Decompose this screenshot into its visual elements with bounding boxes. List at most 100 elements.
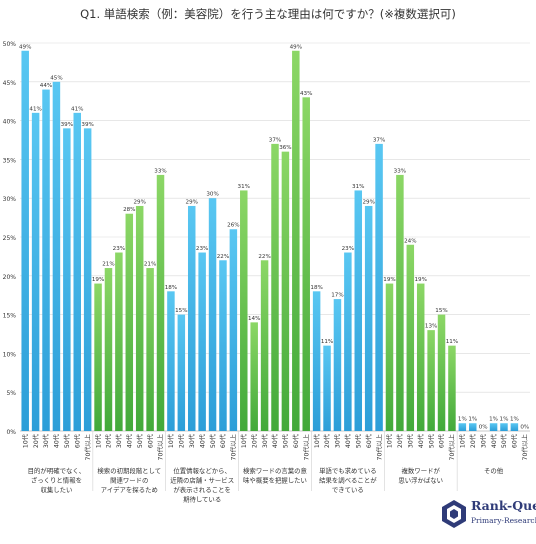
data-label: 29% bbox=[186, 199, 198, 205]
data-label: 29% bbox=[133, 199, 145, 205]
group-label: 位置情報などから、 bbox=[173, 466, 231, 475]
bar bbox=[312, 291, 321, 431]
y-tick-label: 45% bbox=[3, 80, 17, 87]
x-tick-label: 60代 bbox=[292, 433, 300, 448]
y-tick-label: 5% bbox=[6, 390, 16, 397]
bar bbox=[219, 260, 227, 431]
data-label: 11% bbox=[321, 339, 333, 345]
bar bbox=[302, 97, 310, 431]
bar bbox=[229, 229, 238, 431]
x-tick-label: 40代 bbox=[198, 433, 206, 448]
bar bbox=[500, 423, 508, 431]
data-label: 0% bbox=[520, 425, 529, 431]
group-label: 単語でも求めている bbox=[319, 466, 377, 475]
x-tick-label: 60代 bbox=[73, 433, 81, 448]
x-tick-label: 20代 bbox=[323, 433, 331, 448]
data-label: 23% bbox=[196, 246, 208, 252]
group-label: 期待している bbox=[183, 495, 221, 504]
x-tick-label: 20代 bbox=[396, 433, 404, 448]
x-tick-label: 70代以上 bbox=[521, 434, 529, 460]
x-tick-label: 40代 bbox=[271, 433, 279, 448]
group-label: 味や概要を把握したい bbox=[243, 476, 307, 485]
y-tick-label: 50% bbox=[3, 41, 17, 48]
x-tick-label: 40代 bbox=[125, 433, 133, 448]
x-tick-label: 20代 bbox=[178, 433, 186, 448]
bar bbox=[198, 252, 206, 431]
data-label: 39% bbox=[61, 122, 73, 128]
data-label: 39% bbox=[81, 122, 93, 128]
bar bbox=[115, 252, 123, 431]
x-tick-label: 50代 bbox=[136, 433, 144, 448]
x-tick-label: 40代 bbox=[53, 433, 61, 448]
bar bbox=[146, 268, 154, 431]
data-label: 21% bbox=[102, 262, 114, 268]
data-label: 29% bbox=[362, 199, 374, 205]
bar bbox=[427, 330, 435, 431]
bar bbox=[42, 89, 50, 431]
bar bbox=[156, 174, 165, 432]
data-label: 45% bbox=[50, 75, 62, 81]
x-tick-label: 30代 bbox=[188, 433, 196, 448]
x-tick-label: 70代以上 bbox=[302, 434, 310, 460]
x-tick-label: 50代 bbox=[427, 433, 435, 448]
bar bbox=[489, 423, 498, 431]
bar bbox=[510, 423, 519, 431]
x-tick-label: 70代以上 bbox=[157, 434, 165, 460]
bar bbox=[271, 143, 279, 431]
group-label: 検索ワードの言葉の意 bbox=[243, 466, 307, 475]
x-tick-label: 30代 bbox=[479, 433, 487, 448]
y-tick-label: 10% bbox=[3, 351, 17, 358]
x-tick-label: 50代 bbox=[209, 433, 217, 448]
x-tick-label: 40代 bbox=[417, 433, 425, 448]
data-label: 49% bbox=[19, 44, 31, 50]
x-tick-label: 40代 bbox=[344, 433, 352, 448]
data-label: 44% bbox=[40, 83, 52, 89]
x-tick-label: 20代 bbox=[469, 433, 477, 448]
bar bbox=[63, 128, 71, 432]
data-label: 43% bbox=[300, 91, 312, 97]
x-tick-label: 60代 bbox=[365, 433, 373, 448]
x-tick-label: 70代以上 bbox=[375, 434, 383, 460]
bar bbox=[73, 112, 81, 431]
data-label: 30% bbox=[206, 192, 218, 198]
bar bbox=[333, 299, 342, 431]
data-label: 23% bbox=[342, 246, 354, 252]
data-label: 23% bbox=[113, 246, 125, 252]
bar bbox=[260, 260, 269, 431]
bar bbox=[323, 345, 331, 431]
logo-brand-text: Rank-Quest bbox=[471, 498, 536, 513]
data-label: 15% bbox=[435, 308, 447, 314]
x-tick-label: 10代 bbox=[21, 433, 29, 448]
data-label: 11% bbox=[446, 339, 458, 345]
group-label: できている bbox=[332, 486, 364, 494]
group-label: ざっくりと情報を bbox=[31, 476, 82, 485]
bar bbox=[354, 190, 363, 431]
data-label: 1% bbox=[510, 417, 519, 423]
bar bbox=[104, 268, 113, 431]
data-label: 24% bbox=[404, 238, 416, 244]
data-label: 15% bbox=[175, 308, 187, 314]
x-tick-label: 60代 bbox=[511, 433, 519, 448]
x-tick-label: 40代 bbox=[490, 433, 498, 448]
data-label: 13% bbox=[425, 324, 437, 330]
data-label: 31% bbox=[238, 184, 250, 190]
x-tick-label: 10代 bbox=[94, 433, 102, 448]
data-label: 36% bbox=[279, 145, 291, 151]
data-label: 22% bbox=[258, 254, 270, 260]
group-label: アイデアを探るため bbox=[101, 485, 158, 494]
data-label: 41% bbox=[71, 106, 83, 112]
x-tick-label: 10代 bbox=[459, 433, 467, 448]
x-tick-label: 50代 bbox=[354, 433, 362, 448]
data-label: 14% bbox=[248, 316, 260, 322]
brand-logo: Rank-Quest Primary-Research bbox=[438, 494, 536, 540]
data-label: 1% bbox=[468, 417, 477, 423]
group-label: その他 bbox=[484, 466, 504, 475]
data-label: 0% bbox=[479, 425, 488, 431]
bar bbox=[458, 423, 467, 431]
bar bbox=[469, 423, 477, 431]
x-tick-label: 70代以上 bbox=[448, 434, 456, 460]
y-tick-label: 35% bbox=[3, 157, 17, 164]
bar bbox=[344, 252, 352, 431]
